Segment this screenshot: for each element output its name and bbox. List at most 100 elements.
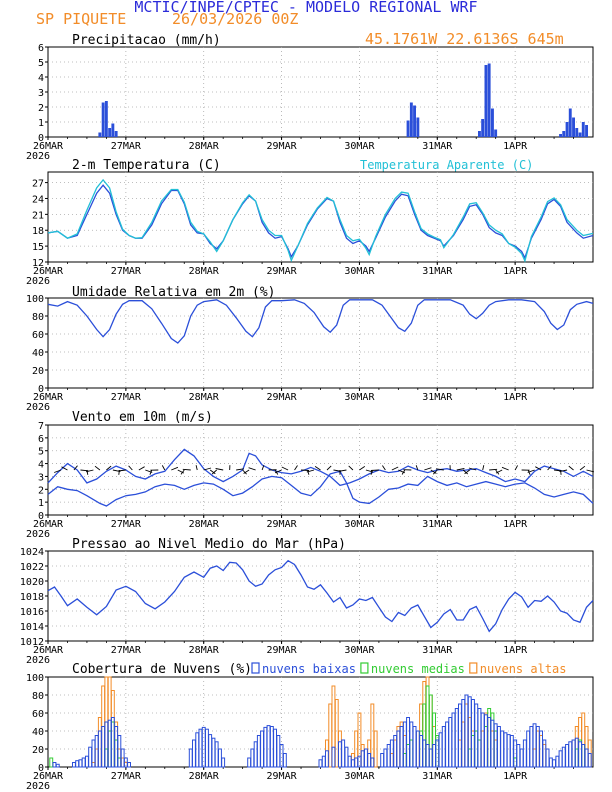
temp-xtick-label: 28MAR [189,266,220,277]
clouds-bar-2 [208,734,213,768]
precip-bar-0 [572,117,575,137]
clouds-bar-2 [561,746,566,768]
temp-xtick-label: 30MAR [344,266,375,277]
wind-vector [382,465,386,471]
clouds-legend-box [360,662,369,674]
clouds-bar-2 [571,739,576,768]
clouds-bar-2 [516,744,521,768]
temp-title: 2-m Temperatura (C) [72,158,221,173]
precip-ytick-label: 0 [38,133,44,144]
wind-ytick-label: 2 [38,485,44,496]
humidity-series-0 [47,299,594,344]
clouds-bar-2 [266,725,271,768]
clouds-bar-2 [461,699,466,768]
clouds-bar-2 [52,762,57,768]
clouds-bar-2 [506,734,511,768]
precip-bar-0 [487,63,491,137]
wind-vector [203,467,212,471]
temp-xtick-label: 27MAR [111,266,142,277]
clouds-bar-2 [487,717,492,768]
humidity-ytick-label: 40 [32,348,44,359]
wind-vector [195,465,198,471]
pressure-ytick-label: 1022 [20,562,44,573]
clouds-bar-2 [587,753,592,768]
clouds-bar-0 [328,703,333,768]
clouds-bar-2 [260,730,265,768]
clouds-bar-2 [548,757,553,768]
clouds-bar-2 [214,741,219,768]
clouds-bar-2 [192,739,196,768]
pressure-xtick-label: 27MAR [111,645,142,656]
clouds-bar-2 [386,744,391,768]
clouds-bar-2 [441,726,446,768]
wind-xtick-label: 31MAR [422,519,453,530]
clouds-bar-2 [558,750,563,768]
clouds-bar-2 [422,739,427,768]
temp-year-label: 2026 [26,276,50,287]
clouds-legend-label: nuvens baixas [262,662,356,676]
clouds-xtick-label: 26MAR [33,771,64,782]
wind-xtick-label: 29MAR [267,519,298,530]
clouds-xtick-label: 27MAR [111,771,142,782]
wind-vector [182,468,191,471]
wind-vector [281,466,289,471]
temp-series-1 [47,178,594,263]
clouds-bar-2 [72,762,76,768]
humidity-title: Umidade Relativa em 2m (%) [72,285,276,300]
clouds-bar-2 [354,757,359,768]
clouds-bar-2 [464,694,469,768]
wind-vector [560,469,562,475]
clouds-bar-2 [432,744,437,768]
wind-vector [424,467,432,471]
wind-vector [294,465,298,471]
clouds-bar-2 [247,757,252,768]
clouds-bar-2 [545,748,550,768]
clouds-frame [47,676,594,768]
clouds-bar-2 [454,708,459,768]
clouds-ytick-label: 0 [38,763,44,774]
wind-vector [568,465,574,471]
humidity-ytick-label: 20 [32,366,44,377]
clouds-bar-2 [529,726,534,768]
humidity-ytick-label: 0 [38,384,44,395]
clouds-title: Cobertura de Nuvens (%) [72,662,252,677]
precip-bar-0 [104,101,108,137]
pressure-xtick-label: 26MAR [33,645,64,656]
clouds-bar-0 [373,730,378,768]
temp-series-0 [47,184,594,260]
wind-xtick-label: 30MAR [344,519,375,530]
precip-xtick-label: 29MAR [267,141,298,152]
wind-vector [482,465,485,471]
wind-ytick-label: 5 [38,447,44,458]
wind-vector [489,468,498,471]
clouds-bar-2 [425,744,430,768]
wind-vector [547,465,552,471]
pressure-ytick-label: 1024 [20,547,44,558]
temp-ytick-label: 21 [32,210,44,221]
clouds-panel [45,662,594,770]
clouds-bar-2 [81,757,86,768]
clouds-bar-2 [250,748,255,768]
clouds-bar-2 [415,730,420,768]
clouds-bar-2 [412,726,417,768]
clouds-bar-2 [318,759,323,768]
location-coordinates: 45.1761W 22.6136S 645m [365,30,564,48]
wind-vector [236,468,244,471]
wind-xtick-label: 26MAR [33,519,64,530]
wind-vector [462,469,469,475]
wind-vector [415,465,419,471]
pressure-ytick-label: 1020 [20,577,44,588]
wind-vector [211,469,217,475]
clouds-bar-1 [49,757,54,768]
clouds-bar-2 [428,748,433,768]
wind-vector [86,469,89,475]
precip-ytick-label: 5 [38,58,44,69]
clouds-bar-2 [522,739,527,768]
wind-vector [73,465,78,471]
clouds-bar-2 [198,728,203,768]
temp-xtick-label: 31MAR [422,266,453,277]
clouds-bar-0 [334,699,339,768]
clouds-bar-2 [419,735,424,768]
wind-vector [106,465,112,471]
wind-vector [274,469,282,474]
